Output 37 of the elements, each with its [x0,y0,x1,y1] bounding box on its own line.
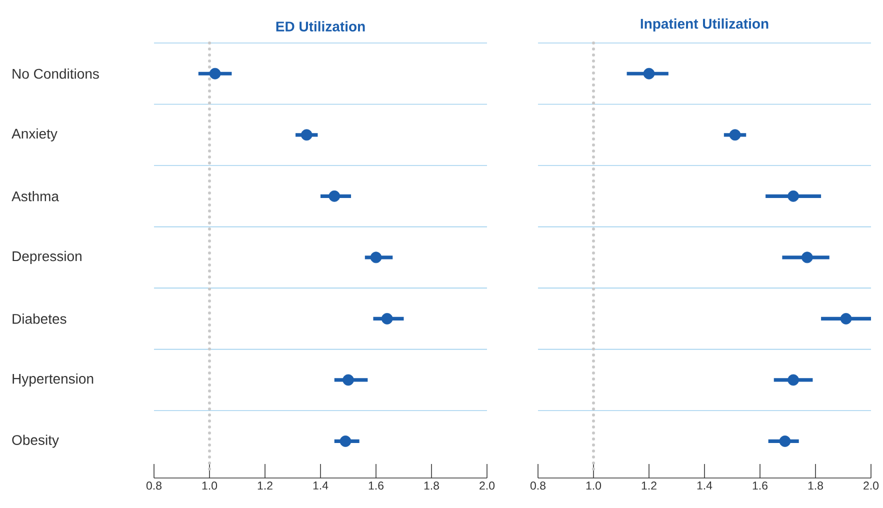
y-tick-label: No Conditions [12,68,99,79]
x-tick-label: 2.0 [480,482,495,490]
point [328,190,340,202]
x-tick-label: 1.6 [368,482,384,490]
x-tick-label: 2.0 [864,482,879,490]
x-tick-label: 1.2 [258,482,272,490]
y-tick-label: Anxiety [12,128,58,142]
x-tick-label: 1.0 [586,482,602,490]
point [300,129,312,141]
y-tick-label: Hypertension [12,373,94,386]
point [381,312,393,324]
point [840,312,852,324]
y-tick-label: Asthma [12,191,60,202]
chart-title: ED Utilization [276,21,365,32]
point [788,190,799,202]
x-tick-label: 1.2 [642,482,656,490]
x-tick-label: 1.8 [808,482,823,490]
point [342,374,354,386]
y-tick-label: Diabetes [12,314,66,324]
x-tick-label: 1.0 [202,482,218,490]
point [801,252,813,264]
y-tick-label: Obesity [12,434,59,448]
point [209,68,221,80]
point [370,252,382,264]
x-tick-label: 0.8 [146,482,162,490]
x-tick-label: 1.4 [697,482,712,490]
x-tick-label: 1.8 [424,482,439,490]
point [340,436,352,447]
x-tick-label: 1.6 [752,482,768,490]
point [788,374,799,386]
point [643,68,655,80]
x-tick-label: 1.4 [313,482,328,490]
point [779,436,791,447]
x-tick-label: 0.8 [530,482,546,490]
y-tick-label: Depression [12,250,82,264]
point [729,129,741,141]
chart-title: Inpatient Utilization [640,18,768,32]
